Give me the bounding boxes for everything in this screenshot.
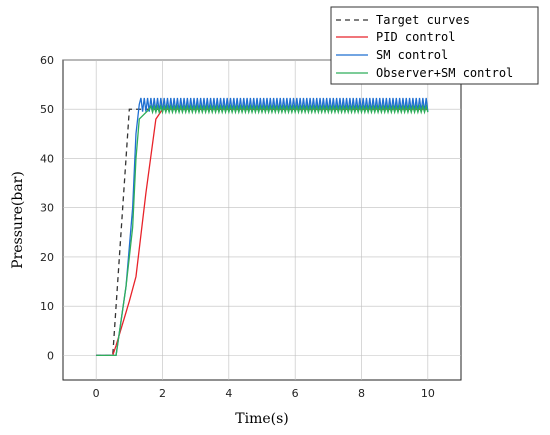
- y-tick-label: 40: [40, 152, 54, 165]
- y-axis-title: Pressure(bar): [10, 171, 26, 269]
- series-layer: [96, 97, 429, 357]
- ticks-layer: 0 2 4 6 8 10 0 10 20 30 40 50 60: [40, 54, 435, 400]
- y-tick-label: 20: [40, 251, 54, 264]
- series-line-pid-control: [96, 108, 428, 357]
- legend: Target curves PID control SM control Obs…: [330, 6, 539, 85]
- x-tick-label: 10: [421, 387, 435, 400]
- legend-label-observer-sm: Observer+SM control: [376, 66, 513, 80]
- legend-label-pid: PID control: [376, 30, 455, 44]
- x-tick-label: 2: [159, 387, 166, 400]
- y-tick-label: 0: [47, 349, 54, 362]
- x-tick-label: 8: [358, 387, 365, 400]
- x-tick-label: 0: [93, 387, 100, 400]
- x-tick-label: 6: [292, 387, 299, 400]
- y-tick-label: 10: [40, 300, 54, 313]
- x-axis-title: Time(s): [235, 411, 288, 427]
- y-tick-label: 50: [40, 103, 54, 116]
- legend-label-sm: SM control: [376, 48, 448, 62]
- y-tick-label: 60: [40, 54, 54, 67]
- legend-label-target: Target curves: [376, 13, 470, 27]
- series-line-target-curves: [96, 108, 428, 357]
- x-tick-label: 4: [225, 387, 232, 400]
- series-line-observer-sm-control: [96, 103, 429, 357]
- y-tick-label: 30: [40, 202, 54, 215]
